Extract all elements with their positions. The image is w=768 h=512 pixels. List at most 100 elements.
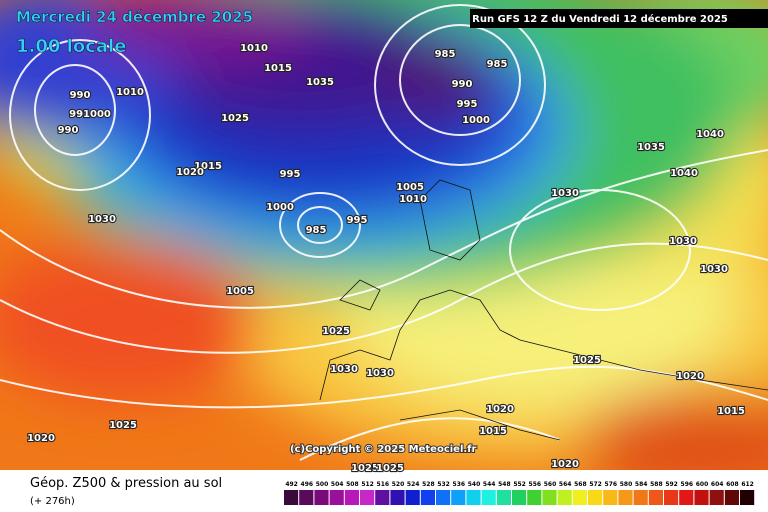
coastlines	[319, 179, 768, 441]
isobar-label: 990	[58, 125, 79, 136]
footer-subtitle: (+ 276h)	[30, 496, 75, 507]
isobar-label: 1030	[88, 214, 116, 225]
run-info: Run GFS 12 Z du Vendredi 12 décembre 202…	[472, 13, 728, 25]
isobar-label: 1015	[479, 426, 507, 437]
isobar-label: 1030	[669, 236, 697, 247]
legend-swatch	[360, 490, 375, 505]
legend-tick-label: 492	[285, 481, 298, 488]
isobar-label: 1000	[266, 202, 294, 213]
isobar-label: 1015	[264, 63, 292, 74]
legend-tick-label: 496	[301, 481, 314, 488]
legend-swatch	[284, 490, 299, 505]
legend-swatch	[481, 490, 496, 505]
isobar-label: 1020	[176, 167, 204, 178]
legend-tick-label: 516	[377, 481, 390, 488]
legend-tick-label: 536	[453, 481, 466, 488]
legend-tick-label: 592	[665, 481, 678, 488]
legend-tick-label: 604	[711, 481, 724, 488]
forecast-time: 1.00 locale	[16, 36, 126, 57]
legend-swatch	[664, 490, 679, 505]
copyright: (c)Copyright © 2025 Meteociel.fr	[290, 444, 477, 455]
legend-swatch	[451, 490, 466, 505]
legend-tick-label: 544	[483, 481, 496, 488]
legend-tick-label: 608	[726, 481, 739, 488]
legend-tick-label: 572	[589, 481, 602, 488]
isobar-label: 1025	[221, 113, 249, 124]
legend-tick-label: 520	[392, 481, 405, 488]
isobar-label: 990	[452, 79, 473, 90]
isobar-label: 1020	[486, 404, 514, 415]
legend-swatch	[633, 490, 648, 505]
isobar-label: 1015	[194, 161, 222, 172]
isobar-label: 1035	[637, 142, 665, 153]
legend-swatch	[466, 490, 481, 505]
legend-swatch	[740, 490, 755, 505]
legend-tick-label: 568	[574, 481, 587, 488]
isobar-label: 1030	[366, 368, 394, 379]
isobar-label: 985	[306, 225, 327, 236]
isobar-label: 1035	[306, 77, 334, 88]
legend-swatch	[679, 490, 694, 505]
legend-swatch	[724, 490, 739, 505]
isobar-label: 1025	[573, 355, 601, 366]
legend-swatch	[496, 490, 511, 505]
legend-tick-label: 556	[529, 481, 542, 488]
legend-swatch	[618, 490, 633, 505]
legend-tick-label: 540	[468, 481, 481, 488]
footer-title: Géop. Z500 & pression au sol	[30, 476, 222, 491]
isobar-label: 1040	[670, 168, 698, 179]
legend-swatch	[390, 490, 405, 505]
legend-tick-label: 500	[316, 481, 329, 488]
isobar-label: 1020	[27, 433, 55, 444]
isobar-label: 990	[70, 90, 91, 101]
run-box	[470, 9, 768, 28]
isobar-label: 1005	[396, 182, 424, 193]
legend-tick-label: 552	[513, 481, 526, 488]
isobar-label: 991000	[69, 109, 111, 120]
legend-swatch	[420, 490, 435, 505]
isobar-label: 1030	[551, 188, 579, 199]
isobar-label: 1010	[116, 87, 144, 98]
legend-swatch	[436, 490, 451, 505]
isobar-label: 995	[457, 99, 478, 110]
legend-swatch	[603, 490, 618, 505]
legend-swatch	[314, 490, 329, 505]
legend-swatch	[405, 490, 420, 505]
legend-tick-label: 612	[741, 481, 754, 488]
legend-tick-label: 508	[346, 481, 359, 488]
legend-tick-label: 580	[620, 481, 633, 488]
legend-swatch	[709, 490, 724, 505]
legend-tick-label: 548	[498, 481, 511, 488]
legend-tick-label: 528	[422, 481, 435, 488]
legend-swatch	[694, 490, 709, 505]
isobar-label: 985	[487, 59, 508, 70]
map-field	[0, 0, 768, 470]
legend-swatch	[299, 490, 314, 505]
isobar-label: 1025	[376, 463, 404, 474]
legend-tick-label: 576	[605, 481, 618, 488]
isobar-label: 1020	[676, 371, 704, 382]
legend-swatch	[512, 490, 527, 505]
legend-tick-label: 532	[437, 481, 450, 488]
legend-swatch	[344, 490, 359, 505]
legend-swatch	[329, 490, 344, 505]
legend-tick-label: 584	[635, 481, 648, 488]
legend-swatch	[527, 490, 542, 505]
isobar-label: 995	[280, 169, 301, 180]
isobar-label: 1000	[462, 115, 490, 126]
isobar-label: 1040	[696, 129, 724, 140]
legend-tick-label: 560	[544, 481, 557, 488]
isobar-label: 1015	[717, 406, 745, 417]
legend-swatch	[375, 490, 390, 505]
isobar-label: 1005	[226, 286, 254, 297]
legend-tick-label: 524	[407, 481, 420, 488]
isobar-label: 1030	[700, 264, 728, 275]
isobar-label: 1025	[322, 326, 350, 337]
legend-tick-label: 596	[681, 481, 694, 488]
isobar-label: 985	[435, 49, 456, 60]
isobar-label: 995	[347, 215, 368, 226]
legend-swatch	[572, 490, 587, 505]
legend-swatch	[588, 490, 603, 505]
isobar-label: 1025	[351, 463, 379, 474]
isobar-label: 1030	[330, 364, 358, 375]
